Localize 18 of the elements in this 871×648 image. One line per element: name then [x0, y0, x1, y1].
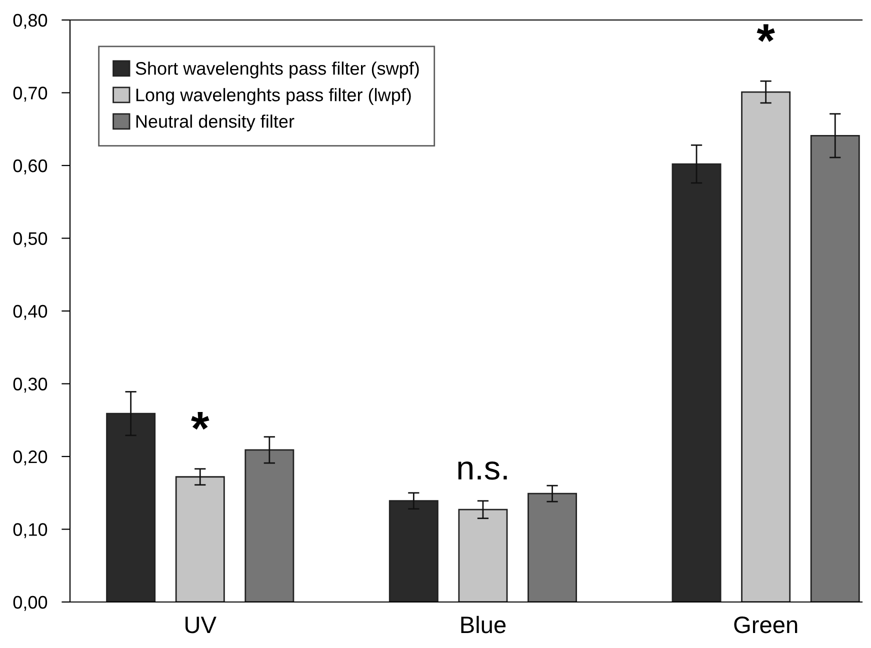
y-tick-label: 0,10 [13, 523, 48, 538]
x-tick-label: Green [734, 616, 798, 634]
x-tick-label: UV [186, 616, 216, 634]
y-tick-label: 0,00 [13, 596, 48, 611]
y-tick-label: 0,70 [13, 86, 48, 102]
y-tick-label: 0,50 [13, 232, 48, 248]
x-tick-label: Blue [461, 616, 506, 634]
y-tick-label: 0,40 [13, 304, 48, 320]
y-tick-label: 0,30 [13, 378, 48, 393]
y-tick-label: 0,60 [13, 159, 48, 174]
y-tick-label: 0,80 [13, 14, 48, 29]
annotation: * [756, 24, 775, 42]
legend-label: Short wavelenghts pass filter (swpf) [136, 62, 419, 78]
annotation: * [191, 412, 210, 430]
annotation: n.s. [458, 461, 507, 480]
y-tick-label: 0,20 [13, 450, 48, 466]
legend-label: Long wavelenghts pass filter (lwpf) [136, 88, 411, 105]
legend-label: Neutral density filter [136, 114, 294, 132]
